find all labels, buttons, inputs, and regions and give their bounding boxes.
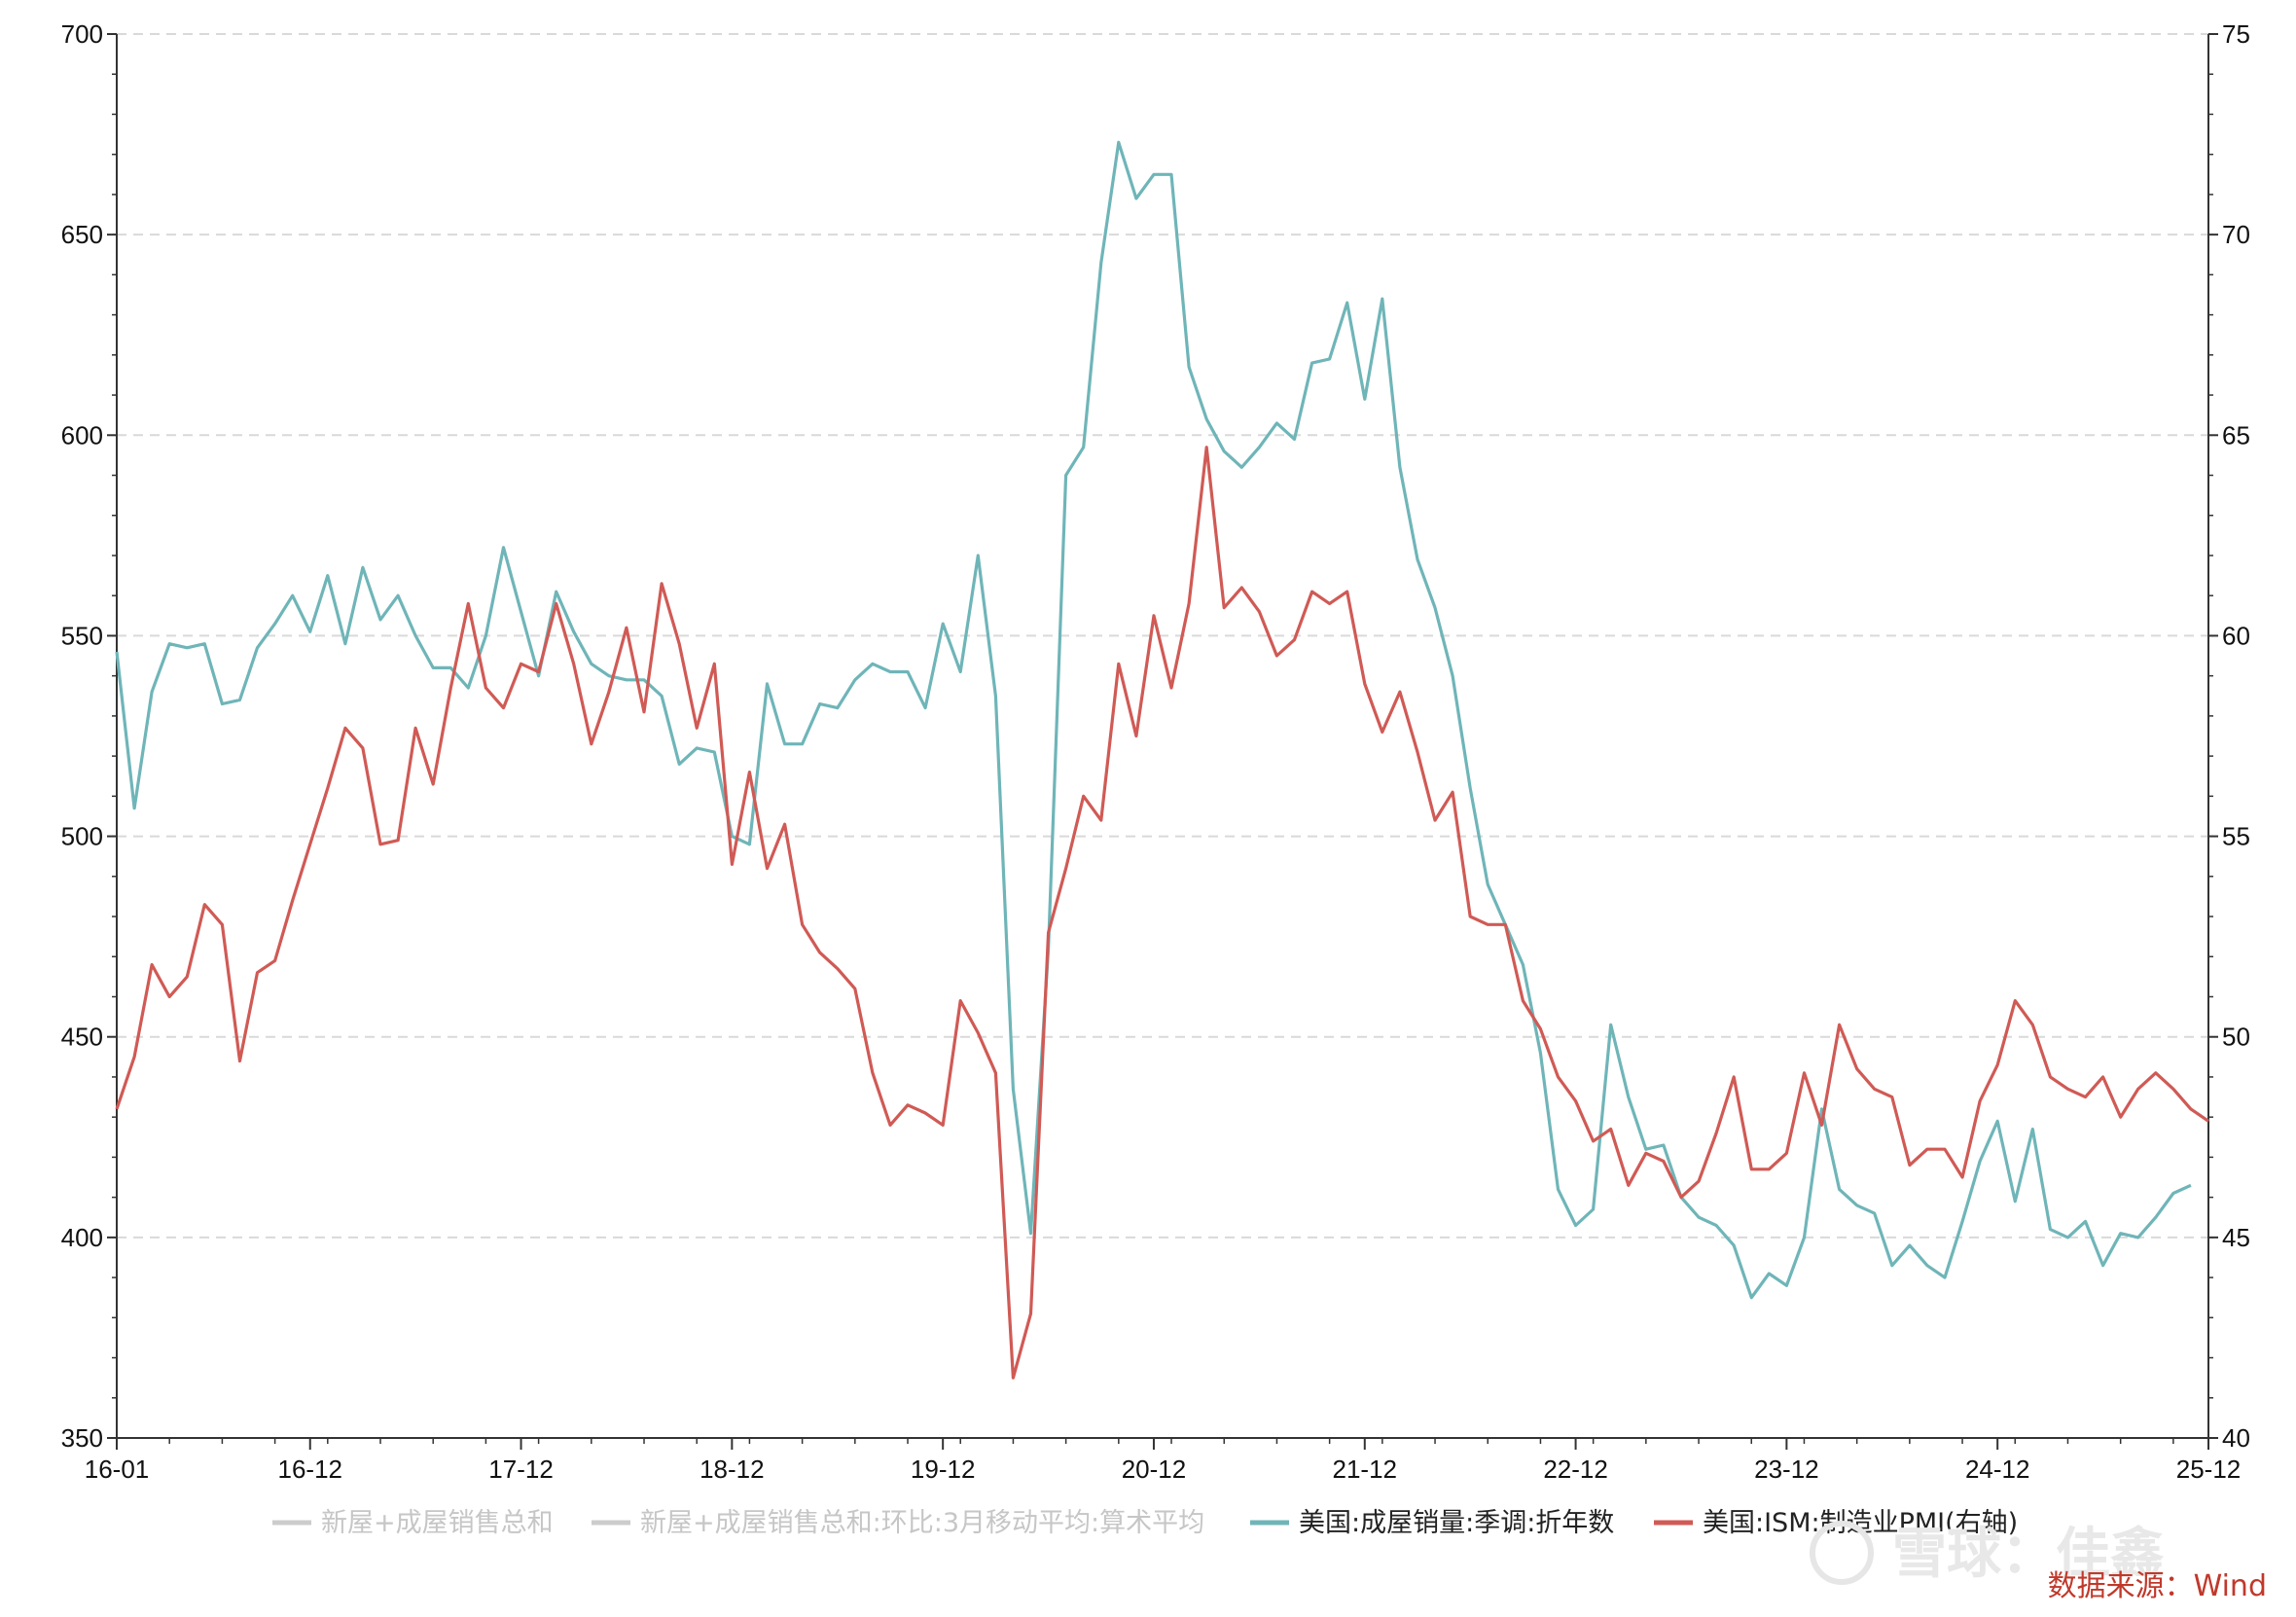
x-tick-label: 22-12 [1543,1455,1608,1484]
watermark: 雪球：佳鑫 [1810,1521,2165,1586]
x-tick-label: 18-12 [700,1455,765,1484]
watermark-text: 雪球：佳鑫 [1892,1523,2165,1586]
legend: 新屋+成屋销售总和 新屋+成屋销售总和:环比:3月移动平均:算术平均 美国:成屋销量… [272,1508,2018,1538]
x-tick-label: 25-12 [2176,1455,2242,1484]
watermark-logo-icon [1810,1521,1874,1585]
left-tick-label: 400 [61,1223,103,1252]
right-tick-label: 70 [2222,220,2250,249]
right-tick-label: 40 [2222,1423,2250,1453]
left-tick-label: 550 [61,621,103,650]
left-tick-label: 700 [61,19,103,49]
right-tick-label: 65 [2222,420,2250,449]
x-tick-label: 24-12 [1965,1455,2030,1484]
legend-label: 新屋+成屋销售总和 [321,1508,554,1538]
x-tick-label: 16-01 [85,1455,150,1484]
legend-item: 美国:成屋销量:季调:折年数 [1250,1508,1614,1538]
legend-label: 美国:成屋销量:季调:折年数 [1299,1508,1614,1538]
legend-item: 新屋+成屋销售总和:环比:3月移动平均:算术平均 [592,1508,1204,1538]
series-line [115,140,2192,1300]
x-tick-label: 23-12 [1754,1455,1819,1484]
x-tick-label: 21-12 [1333,1455,1398,1484]
x-tick-label: 20-12 [1122,1455,1187,1484]
series-ism-pmi [115,446,2209,1380]
source-label: 数据来源：Wind [2048,1569,2267,1603]
x-tick-label: 19-12 [911,1455,976,1484]
series-existing-home-sales [115,140,2192,1300]
left-tick-label: 650 [61,220,103,249]
right-tick-label: 60 [2222,621,2250,650]
series-line [115,446,2209,1380]
x-axis: 16-01 16-12 17-12 18-12 19-12 20-12 21-12 22-12… [85,1437,2242,1484]
right-tick-label: 75 [2222,19,2250,49]
left-tick-label: 450 [61,1023,103,1052]
right-axis: 40 45 50 55 60 65 70 75 [2207,19,2250,1453]
right-tick-label: 45 [2222,1223,2250,1252]
legend-label: 新屋+成屋销售总和:环比:3月移动平均:算术平均 [640,1508,1204,1538]
x-tick-label: 16-12 [277,1455,342,1484]
left-tick-label: 600 [61,420,103,449]
left-tick-label: 500 [61,822,103,851]
right-tick-label: 50 [2222,1023,2250,1052]
x-tick-label: 17-12 [488,1455,554,1484]
grid-lines [117,33,2208,1239]
series-layer [115,140,2209,1380]
left-axis: 350 400 450 500 550 600 650 700 [61,19,118,1453]
left-tick-label: 350 [61,1423,103,1453]
right-tick-label: 55 [2222,822,2250,851]
legend-item: 新屋+成屋销售总和 [272,1508,554,1538]
